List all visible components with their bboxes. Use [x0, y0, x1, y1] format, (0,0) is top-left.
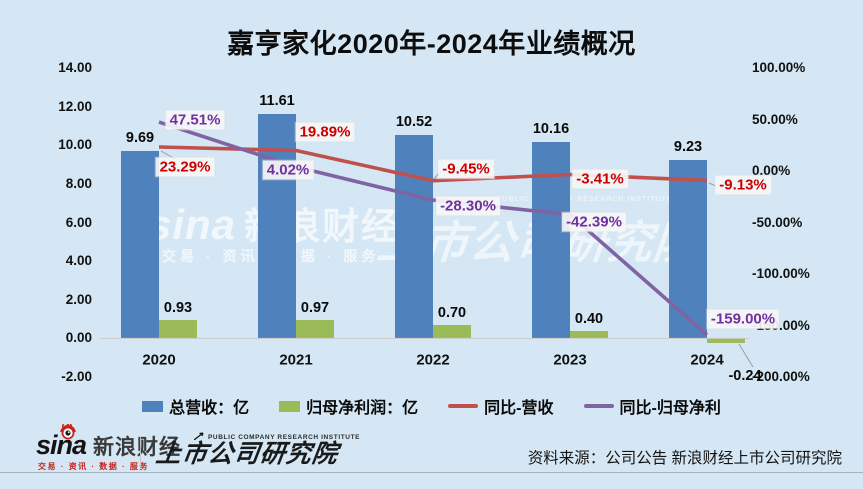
yoy-profit-line-swatch: [583, 404, 614, 408]
profit-value-label: 0.40: [574, 310, 604, 327]
legend-label-yoy-profit: 同比-归母净利: [619, 400, 721, 417]
label-leader-line: [738, 343, 754, 368]
revenue-value-label: 9.69: [125, 130, 155, 147]
profit-bar-2022: [433, 324, 471, 339]
profit-bar-2023: [570, 330, 608, 339]
footer: sina 新浪财经 交易 · 资讯 · 数据 · 服务 PUBLIC COMPA…: [0, 424, 863, 472]
y-axis-left-tick: 6.00: [65, 214, 92, 230]
x-axis-label-2022: 2022: [416, 351, 450, 369]
y-axis-left-tick: 4.00: [65, 253, 92, 269]
profit-bar-2024: [707, 338, 745, 343]
y-axis-right-tick: -100.00%: [752, 266, 810, 281]
legend-label-yoy-revenue: 同比-营收: [484, 400, 554, 417]
sina-brand-text: 新浪财经: [93, 435, 182, 459]
sina-wordmark: sina: [36, 430, 87, 460]
yoy-profit-line-label: 4.02%: [262, 160, 314, 180]
y-axis-left-tick: 8.00: [65, 175, 92, 191]
yoy-revenue-line-label: 23.29%: [155, 157, 215, 177]
yoy-revenue-line-label: -9.13%: [715, 175, 771, 195]
profit-value-label: 0.93: [163, 300, 193, 317]
legend-item-profit: 归母净利润：亿: [279, 394, 418, 418]
legend-label-profit: 归母净利润：亿: [306, 400, 419, 417]
revenue-bar-2024: [669, 160, 707, 339]
revenue-value-label: 10.52: [395, 114, 433, 131]
revenue-value-label: 10.16: [532, 121, 570, 138]
x-axis-label-2024: 2024: [690, 351, 724, 369]
revenue-value-label: 11.61: [259, 93, 295, 110]
y-axis-right-tick: -50.00%: [752, 214, 803, 230]
x-axis-label-2020: 2020: [142, 351, 176, 369]
sina-eye-icon: [60, 424, 76, 440]
revenue-swatch: [142, 400, 164, 412]
legend-item-yoy-profit: 同比-归母净利: [583, 394, 721, 418]
yoy-revenue-line-label: -3.41%: [572, 169, 628, 188]
sina-finance-logo: sina 新浪财经 交易 · 资讯 · 数据 · 服务: [36, 424, 182, 472]
y-axis-right-tick: -200.00%: [752, 369, 810, 384]
research-institute-logo: PUBLIC COMPANY RESEARCH INSTITUTE 上市公司研究…: [154, 431, 360, 469]
legend-item-yoy-revenue: 同比-营收: [448, 394, 554, 418]
y-axis-right-tick: 50.00%: [752, 111, 798, 127]
profit-bar-2021: [296, 319, 334, 339]
revenue-bar-2020: [121, 151, 159, 339]
yoy-profit-line-label: -28.30%: [436, 196, 500, 216]
yoy-profit-line-label: 47.51%: [165, 110, 225, 130]
revenue-bar-2023: [532, 142, 570, 339]
y-axis-left-tick: 14.00: [58, 60, 92, 75]
yoy-profit-line-label: -159.00%: [706, 309, 780, 329]
y-axis-left-tick: -2.00: [61, 369, 92, 384]
footer-rule-line: [0, 472, 863, 473]
yoy-revenue-line-label: -9.45%: [438, 159, 494, 179]
y-axis-left-tick: 0.00: [65, 330, 92, 346]
chart-title: 嘉亨家化2020年-2024年业绩概况: [227, 29, 636, 59]
yoy-revenue-line-label: 19.89%: [295, 122, 355, 141]
sina-tagline: 交易 · 资讯 · 数据 · 服务: [38, 462, 149, 471]
y-axis-left-tick: 2.00: [65, 291, 92, 307]
institute-english-text: PUBLIC COMPANY RESEARCH INSTITUTE: [193, 431, 360, 441]
x-axis-label-2021: 2021: [279, 351, 313, 369]
revenue-bar-2022: [395, 135, 433, 339]
revenue-value-label: 9.23: [673, 139, 703, 156]
y-axis-left-tick: 10.00: [58, 137, 92, 153]
profit-value-label: 0.70: [437, 304, 467, 321]
y-axis-right-tick: 100.00%: [752, 60, 806, 75]
y-axis-left-tick: 12.00: [58, 98, 92, 114]
yoy-profit-line-label: -42.39%: [562, 212, 626, 232]
legend-item-revenue: 总营收：亿: [142, 394, 249, 418]
legend-label-revenue: 总营收：亿: [169, 400, 250, 417]
data-source-text: 资料来源：公司公告 新浪财经上市公司研究院: [527, 450, 842, 467]
revenue-bar-2021: [258, 114, 296, 339]
profit-swatch: [279, 400, 301, 412]
institute-name: 上市公司研究院: [154, 440, 341, 468]
legend: 总营收：亿 归母净利润：亿 同比-营收 同比-归母净利: [0, 394, 863, 418]
y-axis-right-tick: 0.00%: [752, 163, 791, 178]
profit-value-label: -0.24: [728, 368, 762, 384]
footer-divider: [140, 436, 141, 467]
profit-value-label: 0.97: [300, 299, 330, 316]
profit-bar-2020: [159, 320, 197, 339]
arrow-up-right-icon: [193, 432, 204, 441]
x-axis-label-2023: 2023: [553, 351, 587, 369]
yoy-revenue-line-swatch: [448, 404, 479, 408]
